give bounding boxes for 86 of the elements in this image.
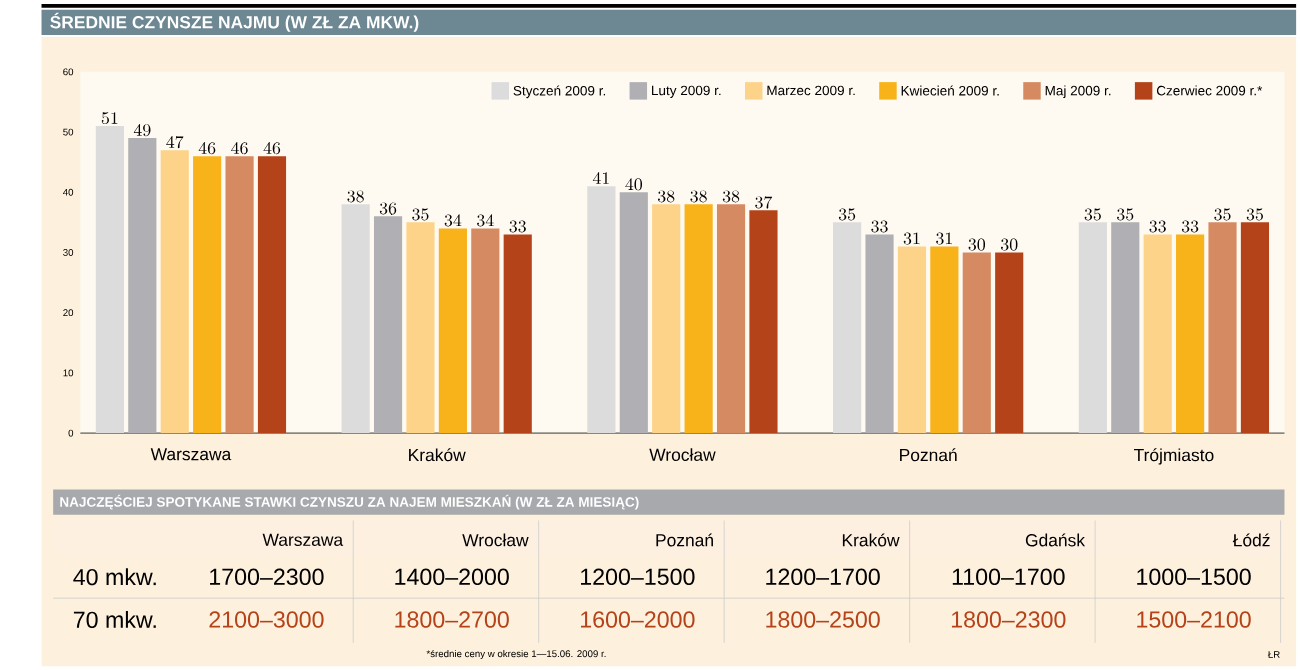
bar: [1208, 222, 1237, 434]
bar: [438, 228, 467, 434]
data-label: 33: [1181, 220, 1199, 233]
bar: [619, 192, 648, 434]
data-label: 35: [1214, 208, 1231, 221]
bar: [373, 216, 403, 434]
text: Wrocław: [462, 533, 529, 547]
data-label: 33: [509, 220, 526, 233]
data-label: 35: [1117, 208, 1134, 221]
data-label: 35: [1246, 208, 1263, 221]
text: 1000–1500: [1137, 568, 1251, 586]
bar: [749, 210, 778, 434]
x-tick-label: Kraków: [409, 448, 466, 462]
bar: [587, 186, 616, 434]
bar: [962, 252, 991, 434]
text: 1100–1700: [952, 568, 1065, 586]
bar: [1240, 222, 1270, 434]
bar: [833, 222, 862, 434]
data-label: 46: [231, 142, 248, 155]
bar: [930, 246, 959, 434]
bar: [1078, 222, 1107, 434]
text: 1800–2300: [951, 611, 1066, 628]
bar: [193, 156, 222, 434]
text: Łódź: [1232, 533, 1270, 547]
bar: [1111, 222, 1140, 434]
data-label: 51: [101, 112, 118, 125]
x-tick-label: Wrocław: [649, 448, 716, 461]
bar: [225, 156, 254, 434]
x-tick-label: Warszawa: [150, 448, 232, 461]
data-label: 41: [592, 172, 609, 184]
chart-title: ŚREDNIE CZYNSZE NAJMU (W ZŁ ZA MKW.): [50, 12, 419, 32]
text: 40 mkw.: [73, 568, 156, 586]
data-label: 40: [625, 178, 643, 191]
data-label: 33: [1149, 220, 1166, 233]
bar: [95, 126, 124, 434]
text: 1800–2700: [395, 611, 509, 628]
text: Warszawa: [262, 533, 344, 546]
data-label: 33: [871, 220, 888, 233]
bar: [471, 228, 500, 434]
bar: [503, 234, 532, 434]
bar: [341, 204, 370, 434]
data-label: 47: [166, 136, 184, 149]
bar: [160, 150, 189, 434]
text: Poznań: [656, 533, 713, 547]
bar: [995, 252, 1024, 434]
data-label: 49: [133, 123, 151, 137]
data-label: 30: [968, 238, 986, 251]
text: Kraków: [842, 533, 900, 547]
data-label: 46: [198, 142, 216, 155]
text: Gdańsk: [1025, 533, 1086, 547]
text: 70 mkw.: [73, 611, 156, 629]
text: 1400–2000: [395, 568, 509, 586]
bar: [128, 138, 157, 434]
data-label: 46: [263, 142, 281, 155]
text: 1800–2500: [766, 611, 880, 628]
bar: [406, 222, 435, 434]
bar: [684, 204, 713, 434]
data-label: 38: [347, 190, 364, 203]
text: 1200–1700: [766, 568, 880, 586]
bar: [1143, 234, 1172, 434]
data-label: 37: [755, 196, 773, 209]
data-label: 38: [722, 190, 740, 203]
bar: [1176, 234, 1205, 434]
data-label: 35: [412, 208, 429, 221]
data-label: 38: [690, 190, 707, 203]
x-tick-label: Trójmiasto: [1133, 448, 1214, 465]
bar: [865, 234, 894, 434]
data-label: 34: [477, 214, 494, 227]
text: 2100–3000: [209, 611, 324, 628]
bar: [897, 246, 927, 434]
data-label: 36: [379, 202, 397, 215]
text: 1700–2300: [210, 568, 324, 586]
text: 1500–2100: [1137, 611, 1251, 628]
data-label: 34: [444, 214, 462, 227]
text: 1600–2000: [581, 611, 695, 628]
bar: [257, 156, 287, 434]
data-label: 38: [658, 190, 675, 203]
text: 1200–1500: [581, 568, 695, 586]
data-label: 30: [1001, 238, 1018, 251]
data-label: 31: [936, 232, 952, 245]
x-tick-label: Poznań: [900, 448, 957, 462]
data-label: 31: [903, 232, 920, 245]
bar: [716, 204, 746, 434]
data-label: 35: [838, 208, 856, 221]
data-label: 35: [1084, 208, 1101, 221]
bar: [652, 204, 681, 434]
